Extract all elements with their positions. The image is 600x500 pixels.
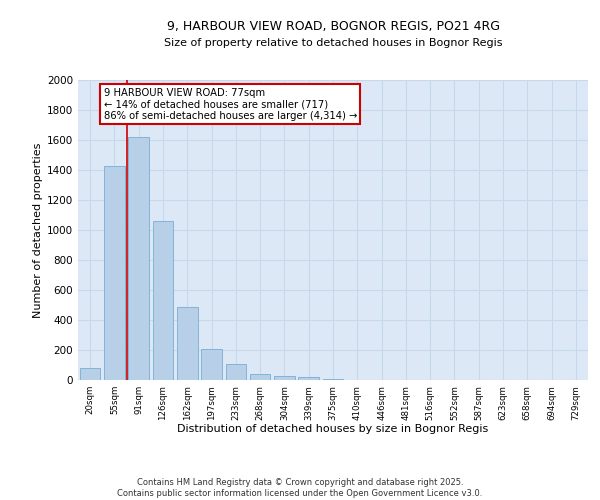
Bar [201, 349, 222, 380]
Bar [323, 379, 343, 380]
Text: 9 HARBOUR VIEW ROAD: 77sqm
← 14% of detached houses are smaller (717)
86% of sem: 9 HARBOUR VIEW ROAD: 77sqm ← 14% of deta… [104, 88, 357, 120]
Bar [177, 306, 197, 380]
Bar [250, 374, 271, 380]
Bar [298, 378, 319, 380]
Y-axis label: Number of detached properties: Number of detached properties [33, 142, 43, 318]
X-axis label: Distribution of detached houses by size in Bognor Regis: Distribution of detached houses by size … [178, 424, 488, 434]
Text: 9, HARBOUR VIEW ROAD, BOGNOR REGIS, PO21 4RG: 9, HARBOUR VIEW ROAD, BOGNOR REGIS, PO21… [167, 20, 500, 33]
Bar [128, 137, 149, 380]
Bar [80, 368, 100, 380]
Text: Size of property relative to detached houses in Bognor Regis: Size of property relative to detached ho… [164, 38, 502, 48]
Bar [104, 166, 125, 380]
Bar [152, 221, 173, 380]
Text: Contains HM Land Registry data © Crown copyright and database right 2025.
Contai: Contains HM Land Registry data © Crown c… [118, 478, 482, 498]
Bar [226, 364, 246, 380]
Bar [274, 376, 295, 380]
